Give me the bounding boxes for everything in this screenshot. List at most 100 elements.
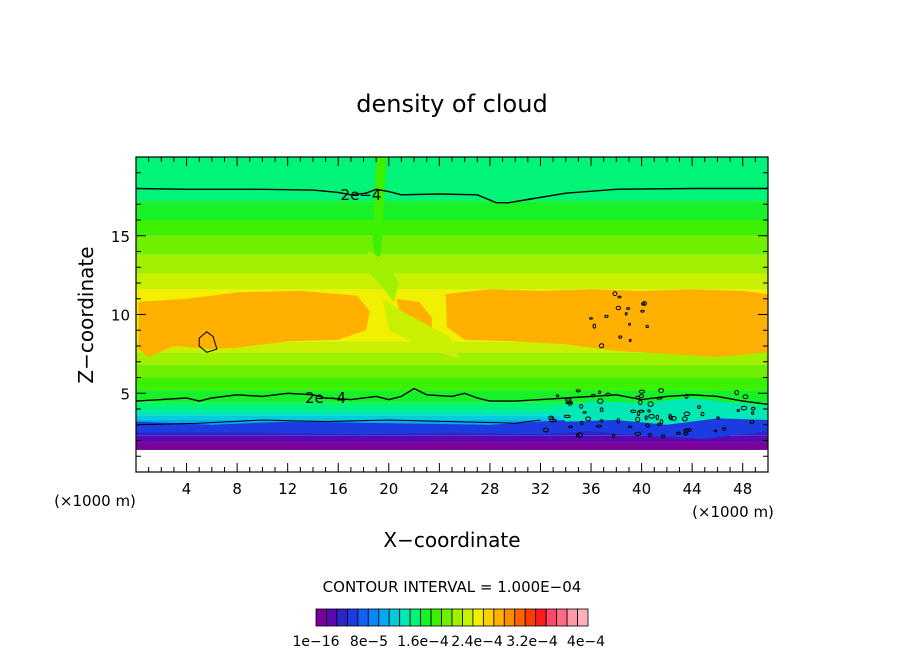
contour-lines xyxy=(136,187,768,439)
contour-speckle xyxy=(676,431,681,435)
y-tick-label: 10 xyxy=(111,307,130,325)
y-tick-label: 15 xyxy=(111,228,130,246)
contour-speckle xyxy=(576,434,580,437)
x-tick-label: 48 xyxy=(733,480,752,498)
colorbar-swatch xyxy=(346,608,359,627)
colorbar-swatch xyxy=(482,608,495,627)
contour-speckle xyxy=(628,322,631,326)
contour-speckle xyxy=(648,414,655,419)
contour-speckle xyxy=(742,394,749,400)
colorbar-swatch xyxy=(357,608,369,627)
contour-speckle xyxy=(638,399,643,406)
colorbar-tick-label: 1.6e−4 xyxy=(397,634,449,650)
contour-speckle xyxy=(751,406,756,411)
contour-speckle xyxy=(751,411,755,415)
contour-speckle xyxy=(599,343,605,349)
colorbar-swatch xyxy=(399,608,411,627)
colorbar-swatch xyxy=(315,608,327,627)
contour-speckle xyxy=(642,301,647,306)
field-band xyxy=(136,415,768,421)
x-tick-label: 12 xyxy=(278,480,297,498)
contour-speckle xyxy=(634,431,642,436)
x-unit-label-left: (×1000 m) xyxy=(54,492,136,510)
contour-speckle xyxy=(564,398,572,402)
contour-speckle xyxy=(684,393,689,399)
contour-speckle xyxy=(615,305,622,311)
colorbar-swatch xyxy=(420,608,432,627)
y-tick-label: 5 xyxy=(120,385,130,403)
contour-speckle xyxy=(618,335,623,339)
contour-speckle xyxy=(582,411,587,414)
contour-speckle xyxy=(716,416,720,420)
field-region xyxy=(553,398,768,425)
contour-interval-text: CONTOUR INTERVAL = 1.000E−04 xyxy=(323,578,582,596)
colorbar-swatch xyxy=(451,608,463,627)
field-band xyxy=(136,254,768,274)
contour-speckle xyxy=(638,389,646,394)
field-band xyxy=(136,429,768,436)
x-axis-label: X−coordinate xyxy=(383,528,520,552)
contour-speckle xyxy=(647,432,652,437)
contour-speckle xyxy=(592,323,597,329)
contour-speckle xyxy=(604,314,609,318)
colorbar-swatch xyxy=(503,608,516,627)
contour-speckle xyxy=(563,414,571,418)
contour-speckle xyxy=(590,393,596,398)
contour-speckle xyxy=(612,433,616,439)
colorbar-swatch xyxy=(430,608,442,627)
contour-speckle xyxy=(644,415,648,421)
colorbar-swatch xyxy=(514,608,526,627)
x-tick-label: 16 xyxy=(329,480,348,498)
contour-speckle xyxy=(628,338,632,343)
heatmap-field xyxy=(136,157,768,472)
contour-speckle xyxy=(598,390,601,395)
field-band xyxy=(136,442,768,450)
x-tick-label: 24 xyxy=(430,480,449,498)
contour-speckle xyxy=(612,291,618,297)
contour-speckle xyxy=(597,398,604,404)
contour-speckle xyxy=(658,388,664,394)
field-band xyxy=(136,402,768,411)
x-unit-label-right: (×1000 m) xyxy=(692,503,774,521)
field-band xyxy=(136,179,768,202)
x-tick-label: 8 xyxy=(232,480,242,498)
contour-speckle xyxy=(616,418,620,424)
contour-speckle xyxy=(575,389,581,393)
contour-speckle xyxy=(656,396,663,400)
x-tick-label: 36 xyxy=(581,480,600,498)
contour-speckle xyxy=(638,409,645,413)
contour-speckle xyxy=(645,423,651,428)
contour-speckle xyxy=(198,331,218,353)
contour-speckle xyxy=(599,419,604,423)
colorbar xyxy=(315,608,589,627)
contour-speckle xyxy=(661,434,666,439)
contour-speckle xyxy=(736,409,740,412)
colorbar-swatch xyxy=(388,608,401,627)
colorbar-swatch xyxy=(524,608,537,627)
field-region xyxy=(138,290,370,357)
contour-speckle xyxy=(635,416,641,423)
contour-speckle xyxy=(681,416,688,422)
contour-speckle xyxy=(552,418,557,423)
colorbar-swatch xyxy=(462,608,474,627)
contour-speckle xyxy=(700,411,705,417)
field-band xyxy=(136,220,768,236)
colorbar-swatch xyxy=(493,608,505,627)
colorbar-tick-label: 1e−16 xyxy=(292,634,339,650)
y-axis-label: Z−coordinate xyxy=(74,246,98,383)
contour-speckle xyxy=(657,422,662,426)
field-band xyxy=(136,352,768,365)
contour-speckle xyxy=(580,420,584,426)
colorbar-swatch xyxy=(566,608,578,627)
colorbar-swatch xyxy=(409,608,422,627)
contour-speckle xyxy=(697,405,702,409)
colorbar-tick-label: 3.2e−4 xyxy=(506,634,558,650)
contour-speckle xyxy=(595,424,602,428)
contour-speckle xyxy=(589,317,593,320)
contour-speckle xyxy=(713,429,718,433)
contour-label: 2e−4 xyxy=(305,389,346,407)
x-tick-label: 4 xyxy=(182,480,192,498)
contour-speckle xyxy=(599,407,604,413)
contour-speckle xyxy=(647,401,654,407)
